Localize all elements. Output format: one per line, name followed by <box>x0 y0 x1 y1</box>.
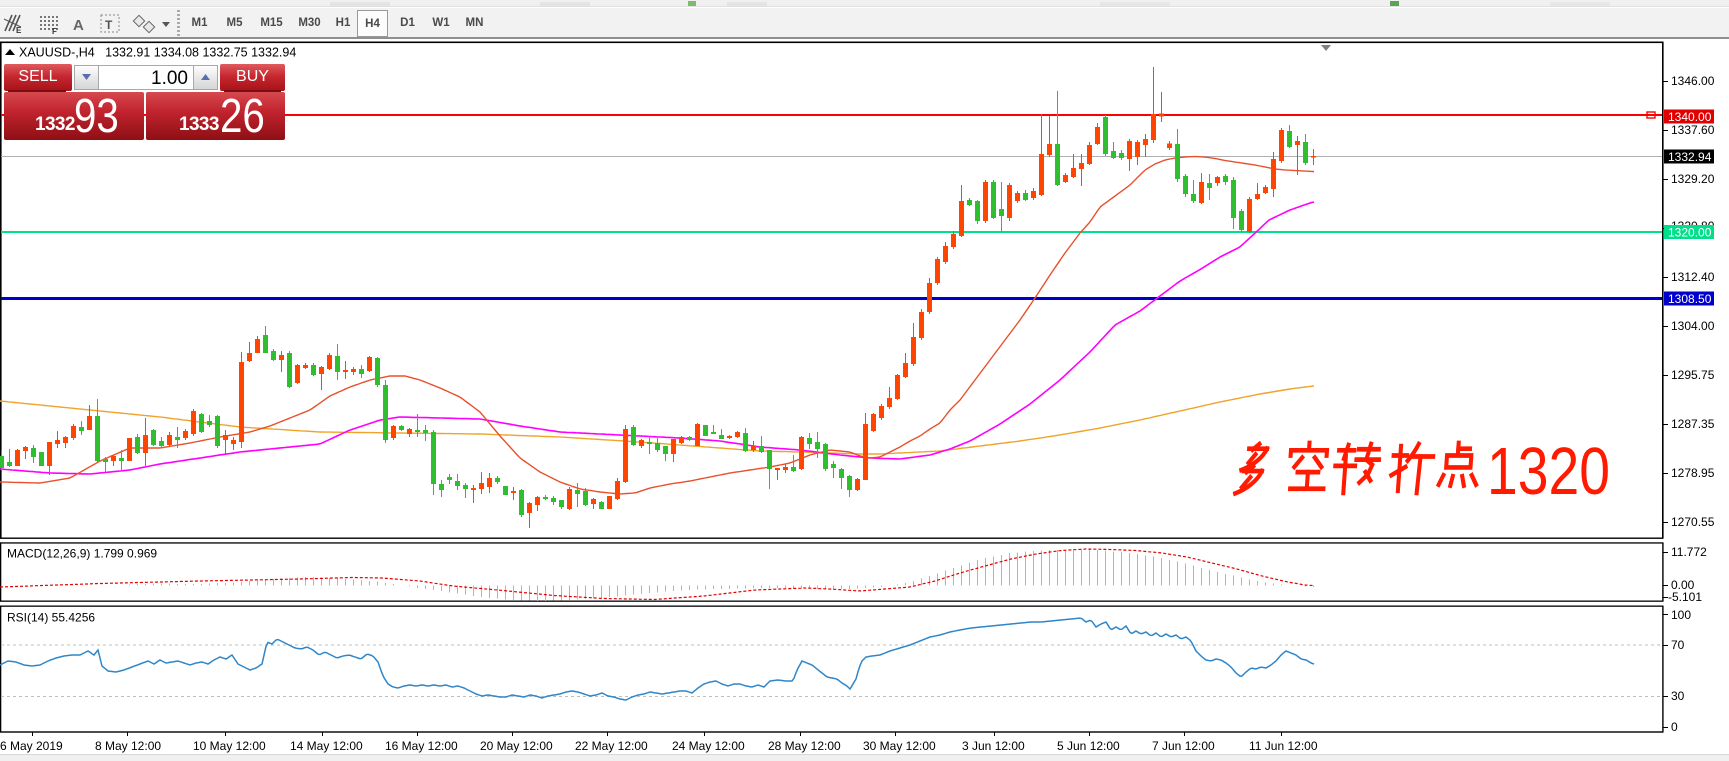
svg-text:1320: 1320 <box>1487 434 1610 509</box>
svg-text:11.772: 11.772 <box>1671 545 1707 559</box>
svg-text:1320.00: 1320.00 <box>1668 226 1712 240</box>
svg-text:1346.00: 1346.00 <box>1671 74 1715 88</box>
svg-text:1287.35: 1287.35 <box>1671 417 1715 431</box>
svg-text:8 May 12:00: 8 May 12:00 <box>95 739 161 753</box>
svg-text:1337.60: 1337.60 <box>1671 123 1715 137</box>
svg-text:70: 70 <box>1671 638 1685 652</box>
svg-text:28 May 12:00: 28 May 12:00 <box>768 739 841 753</box>
svg-text:20 May 12:00: 20 May 12:00 <box>480 739 553 753</box>
svg-text:1308.50: 1308.50 <box>1668 292 1712 306</box>
svg-text:1295.75: 1295.75 <box>1671 368 1715 382</box>
svg-text:1278.95: 1278.95 <box>1671 466 1715 480</box>
svg-text:RSI(14) 55.4256: RSI(14) 55.4256 <box>7 611 95 625</box>
svg-text:30 May 12:00: 30 May 12:00 <box>863 739 936 753</box>
svg-text:-5.101: -5.101 <box>1668 590 1702 604</box>
svg-text:F: F <box>52 27 57 36</box>
svg-text:1304.00: 1304.00 <box>1671 319 1715 333</box>
svg-text:30: 30 <box>1671 689 1685 703</box>
svg-text:14 May 12:00: 14 May 12:00 <box>290 739 363 753</box>
svg-text:6 May 2019: 6 May 2019 <box>0 739 63 753</box>
svg-text:22 May 12:00: 22 May 12:00 <box>575 739 648 753</box>
svg-text:MACD(12,26,9) 1.799 0.969: MACD(12,26,9) 1.799 0.969 <box>7 547 157 561</box>
svg-text:10 May 12:00: 10 May 12:00 <box>193 739 266 753</box>
svg-text:16 May 12:00: 16 May 12:00 <box>385 739 458 753</box>
svg-text:1332.94: 1332.94 <box>1668 150 1712 164</box>
svg-text:1340.00: 1340.00 <box>1668 110 1712 124</box>
svg-text:3 Jun 12:00: 3 Jun 12:00 <box>962 739 1025 753</box>
svg-text:1312.40: 1312.40 <box>1671 270 1715 284</box>
svg-text:T: T <box>105 18 113 32</box>
svg-text:24 May 12:00: 24 May 12:00 <box>672 739 745 753</box>
svg-text:7 Jun 12:00: 7 Jun 12:00 <box>1152 739 1215 753</box>
svg-text:0: 0 <box>1671 720 1678 734</box>
svg-text:A: A <box>73 17 84 34</box>
svg-text:0.00: 0.00 <box>1671 578 1695 592</box>
svg-text:1270.55: 1270.55 <box>1671 515 1715 529</box>
svg-text:E: E <box>16 26 22 35</box>
svg-text:1329.20: 1329.20 <box>1671 172 1715 186</box>
svg-text:5 Jun 12:00: 5 Jun 12:00 <box>1057 739 1120 753</box>
svg-text:100: 100 <box>1671 608 1691 622</box>
svg-text:11 Jun 12:00: 11 Jun 12:00 <box>1249 739 1318 753</box>
svg-text:XAUUSD-,H4 1332.91 1334.08 1: XAUUSD-,H4 1332.91 1334.08 1332.75 1332.… <box>19 46 296 60</box>
